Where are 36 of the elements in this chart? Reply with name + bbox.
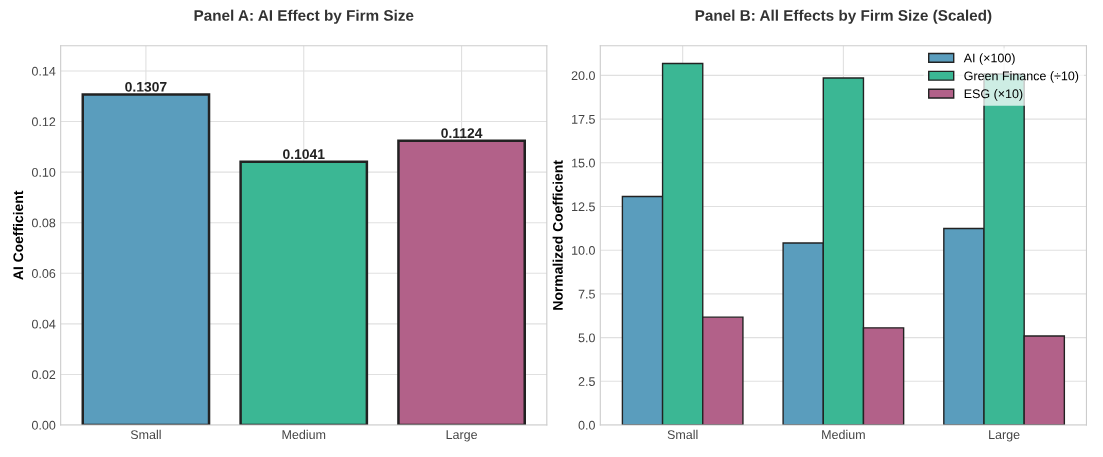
x-tick-label: Large xyxy=(989,430,1020,442)
bar xyxy=(239,160,369,426)
y-tick-label: 12.5 xyxy=(572,202,595,212)
y-tick-label: 7.5 xyxy=(578,289,595,299)
y-tick-label: 2.5 xyxy=(578,377,595,386)
y-tick-label: 0.06 xyxy=(31,269,56,278)
x-tick-label: Medium xyxy=(822,429,865,440)
chart-title: Panel A: AI Effect by Firm Size xyxy=(194,9,414,24)
data-label: 0.1124 xyxy=(441,128,483,139)
legend-label: ESG (×10) xyxy=(964,89,1023,101)
y-axis-title: Normalized Coefficient xyxy=(552,160,563,310)
bar xyxy=(81,93,211,426)
y-tick-label: 5.0 xyxy=(578,333,595,343)
x-tick-label: Small xyxy=(130,429,161,440)
x-tick-label: Large xyxy=(446,430,478,442)
y-tick-label: 20.0 xyxy=(571,71,595,81)
y-tick-label: 0.10 xyxy=(31,167,56,177)
data-label: 0.1307 xyxy=(125,81,167,92)
legend-label: Green Finance (÷10) xyxy=(964,71,1079,83)
y-tick-label: 0.04 xyxy=(31,319,56,329)
data-label: 0.1041 xyxy=(283,149,325,160)
y-tick-label: 17.5 xyxy=(572,115,595,124)
chart-title: Panel B: All Effects by Firm Size (Scaled) xyxy=(695,9,992,24)
y-tick-label: 0.00 xyxy=(31,420,56,430)
y-tick-label: 0.14 xyxy=(31,66,56,76)
y-tick-label: 0.0 xyxy=(578,420,595,430)
y-axis-title: AI Coefficient xyxy=(12,190,24,280)
y-tick-label: 15.0 xyxy=(572,158,595,168)
y-tick-label: 0.02 xyxy=(31,370,56,380)
y-tick-label: 10.0 xyxy=(572,246,595,255)
x-tick-label: Medium xyxy=(282,429,326,440)
legend-label: AI (×100) xyxy=(963,53,1015,65)
y-tick-label: 0.12 xyxy=(31,117,56,127)
x-tick-label: Small xyxy=(667,429,698,440)
bar xyxy=(397,139,526,426)
y-tick-label: 0.08 xyxy=(31,218,56,228)
